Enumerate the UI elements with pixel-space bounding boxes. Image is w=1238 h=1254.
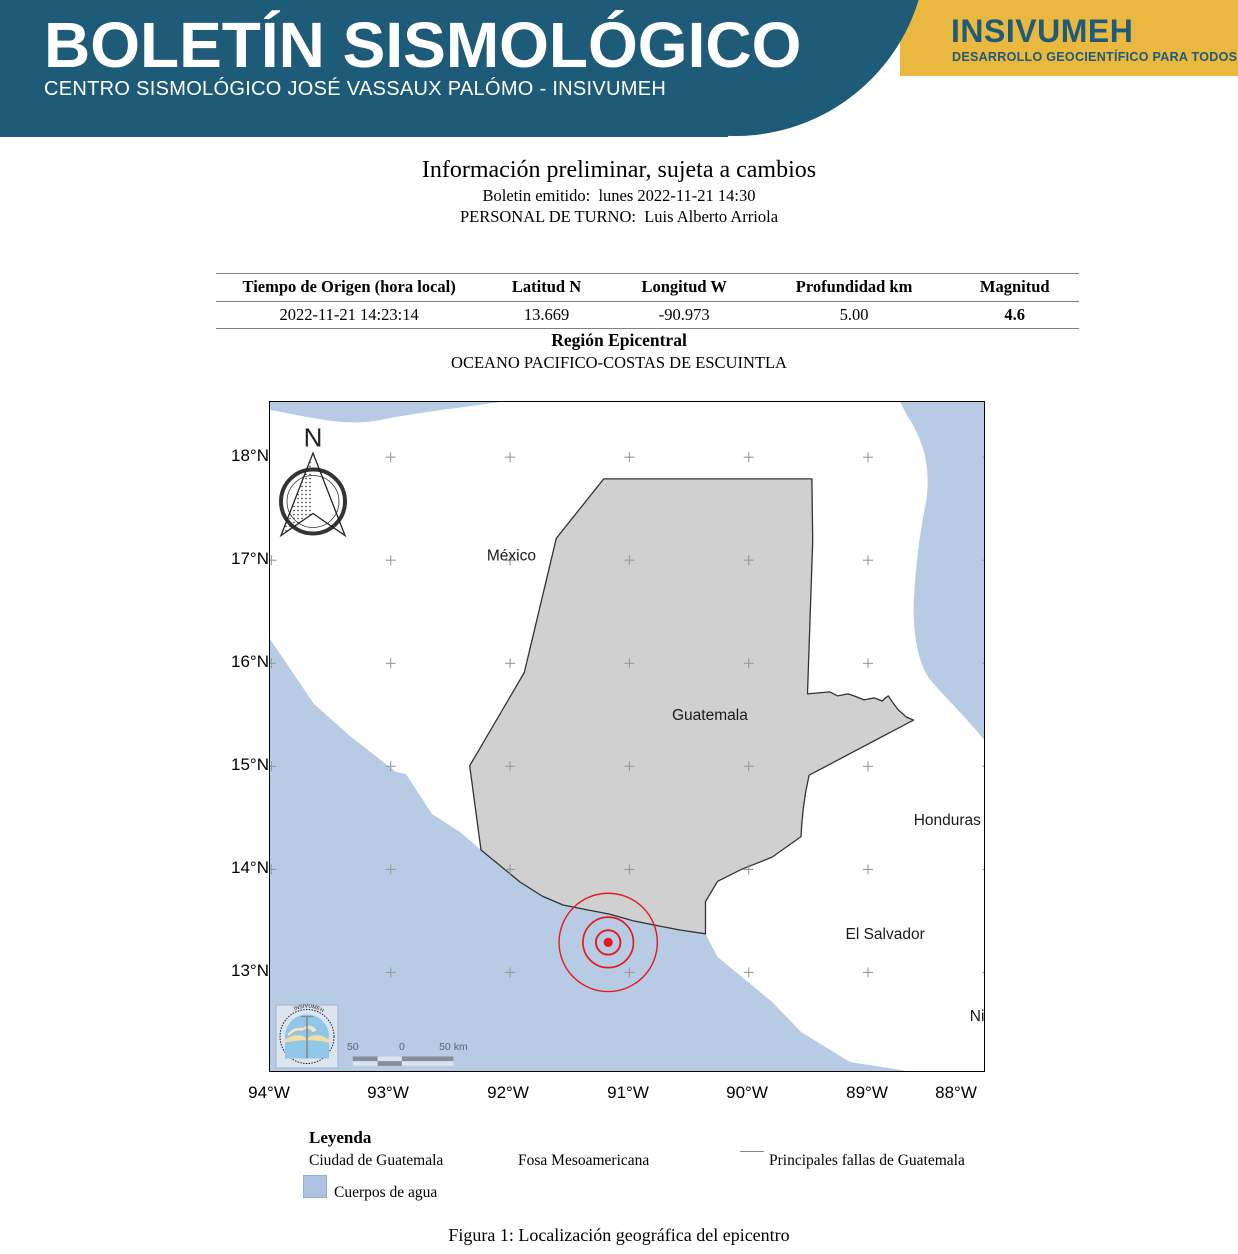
svg-text:El Salvador: El Salvador — [846, 926, 925, 943]
svg-text:0: 0 — [399, 1041, 405, 1053]
svg-text:Guatemala: Guatemala — [672, 707, 748, 724]
svg-text:Nicar: Nicar — [970, 1008, 985, 1025]
svg-text:México: México — [487, 547, 536, 564]
svg-text:N: N — [304, 423, 323, 453]
svg-text:50: 50 — [347, 1041, 359, 1053]
svg-text:50 km: 50 km — [439, 1041, 468, 1053]
svg-text:Honduras: Honduras — [914, 812, 981, 829]
